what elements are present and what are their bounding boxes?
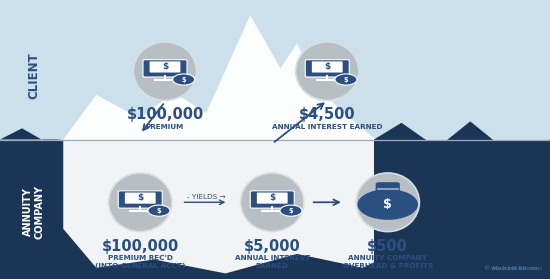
Text: $5,000: $5,000 — [244, 239, 301, 254]
Circle shape — [280, 205, 302, 216]
Text: $: $ — [289, 208, 293, 214]
Text: $4,500: $4,500 — [299, 107, 355, 122]
FancyBboxPatch shape — [250, 191, 294, 208]
Circle shape — [148, 205, 170, 216]
Polygon shape — [374, 121, 550, 279]
Text: $: $ — [182, 76, 186, 83]
Text: $: $ — [157, 208, 161, 214]
Circle shape — [173, 74, 195, 85]
Text: www.kitces.com: www.kitces.com — [445, 266, 542, 271]
Text: $: $ — [383, 198, 392, 211]
Bar — [0, 0, 550, 140]
Text: PREMIUM REC'D
(INTO GENERAL ACCT): PREMIUM REC'D (INTO GENERAL ACCT) — [95, 255, 185, 269]
Text: $: $ — [344, 76, 348, 83]
Text: - YIELDS →: - YIELDS → — [187, 194, 225, 200]
Text: $100,000: $100,000 — [126, 107, 204, 122]
Polygon shape — [63, 15, 429, 273]
Ellipse shape — [109, 173, 172, 232]
Polygon shape — [0, 128, 63, 141]
FancyBboxPatch shape — [125, 193, 156, 204]
FancyBboxPatch shape — [150, 61, 180, 73]
FancyBboxPatch shape — [376, 182, 400, 192]
Circle shape — [358, 189, 418, 220]
Text: $: $ — [162, 62, 168, 71]
Ellipse shape — [356, 173, 419, 232]
Text: $: $ — [137, 193, 144, 202]
FancyBboxPatch shape — [312, 61, 343, 73]
Circle shape — [335, 74, 357, 85]
Text: PREMIUM: PREMIUM — [146, 124, 184, 130]
Text: CLIENT: CLIENT — [28, 52, 41, 99]
Text: $100,000: $100,000 — [102, 239, 179, 254]
FancyBboxPatch shape — [118, 191, 162, 208]
Ellipse shape — [241, 173, 304, 232]
FancyBboxPatch shape — [305, 60, 349, 77]
FancyBboxPatch shape — [143, 60, 187, 77]
Text: © Michael Kitces,: © Michael Kitces, — [485, 266, 542, 271]
Text: ANNUITY
COMPANY: ANNUITY COMPANY — [23, 185, 45, 239]
Text: ANNUAL INTEREST EARNED: ANNUAL INTEREST EARNED — [272, 124, 382, 130]
Text: ANNUITY COMPANY
OVERHEAD & PROFITS: ANNUITY COMPANY OVERHEAD & PROFITS — [343, 255, 433, 269]
Text: $500: $500 — [367, 239, 408, 254]
Text: ANNUAL INTEREST
EARNED: ANNUAL INTEREST EARNED — [235, 255, 310, 269]
Text: $: $ — [269, 193, 276, 202]
Ellipse shape — [296, 42, 359, 100]
FancyBboxPatch shape — [257, 193, 288, 204]
Bar — [0, 140, 550, 279]
Ellipse shape — [133, 42, 197, 100]
Text: $: $ — [324, 62, 331, 71]
